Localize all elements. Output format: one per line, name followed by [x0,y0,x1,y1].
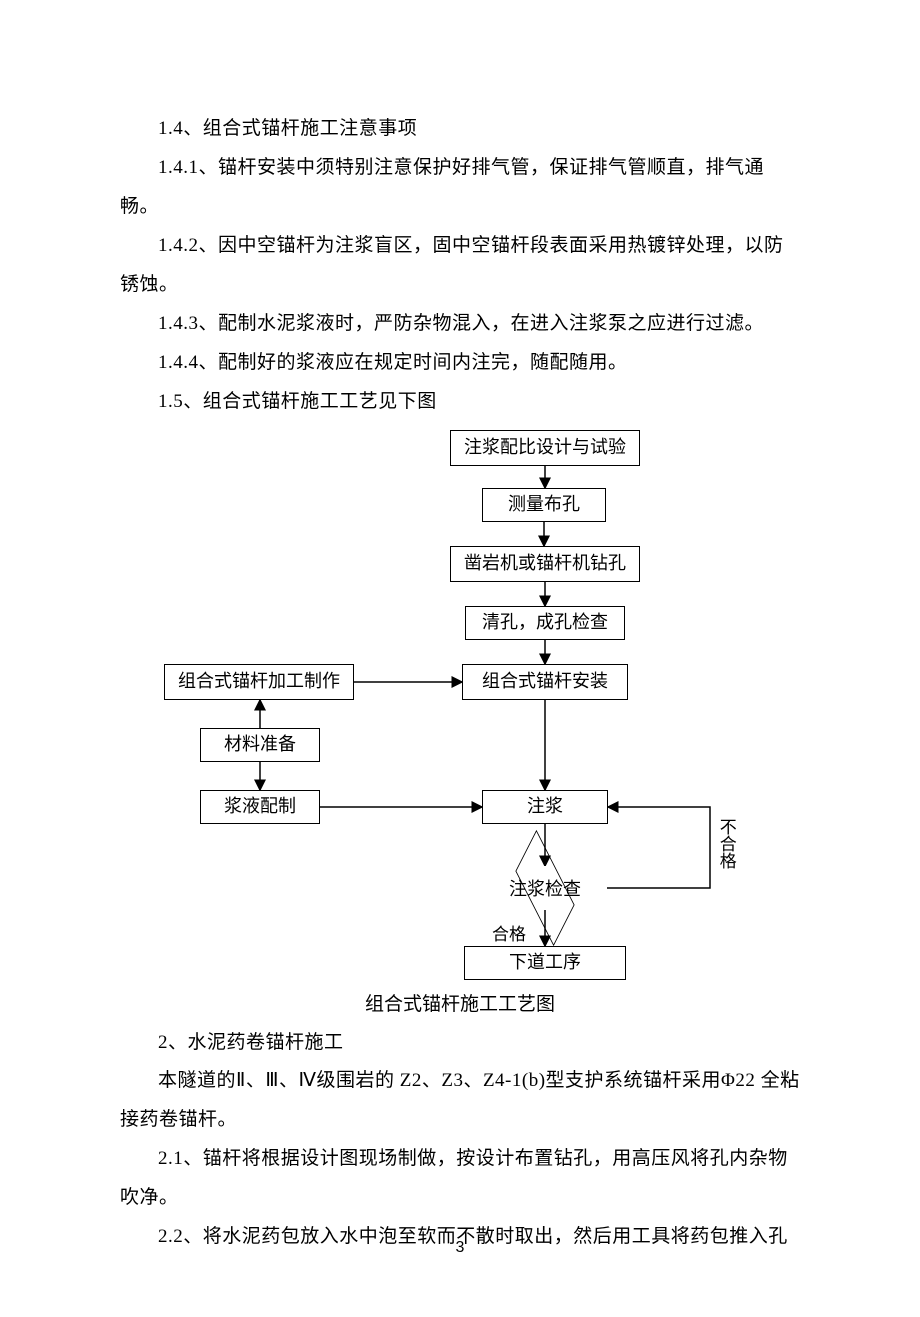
para-1-5: 1.5、组合式锚杆施工工艺见下图 [120,383,800,422]
flow-node-label-d1: 注浆检查 [505,866,585,910]
flow-node-n10: 下道工序 [464,946,626,980]
para-1-4-3: 1.4.3、配制水泥浆液时，严防杂物混入，在进入注浆泵之应进行过滤。 [120,305,800,344]
flow-node-n8: 浆液配制 [200,790,320,824]
flow-node-n6: 组合式锚杆加工制作 [164,664,354,700]
flow-node-n7: 材料准备 [200,728,320,762]
para-1-4-4: 1.4.4、配制好的浆液应在规定时间内注完，随配随用。 [120,344,800,383]
para-1-4-1: 1.4.1、锚杆安装中须特别注意保护好排气管，保证排气管顺直，排气通畅。 [120,149,800,227]
flow-node-d1: 注浆检查 [505,866,585,910]
para-2: 2、水泥药卷锚杆施工 [120,1024,800,1063]
flowchart-edges [120,430,800,985]
para-1-4-2: 1.4.2、因中空锚杆为注浆盲区，固中空锚杆段表面采用热镀锌处理，以防锈蚀。 [120,227,800,305]
flow-node-n5: 组合式锚杆安装 [462,664,628,700]
flow-node-n4: 清孔，成孔检查 [465,606,625,640]
flow-node-n2: 测量布孔 [482,488,606,522]
edge-label-fail: 不合格 [716,818,735,869]
flow-node-n9: 注浆 [482,790,608,824]
flow-node-n1: 注浆配比设计与试验 [450,430,640,466]
flowchart-caption: 组合式锚杆施工工艺图 [120,989,800,1016]
para-1-4: 1.4、组合式锚杆施工注意事项 [120,110,800,149]
flow-node-n3: 凿岩机或锚杆机钻孔 [450,546,640,582]
para-2-body: 本隧道的Ⅱ、Ⅲ、Ⅳ级围岩的 Z2、Z3、Z4-1(b)型支护系统锚杆采用Φ22 … [120,1062,800,1140]
para-2-1: 2.1、锚杆将根据设计图现场制做，按设计布置钻孔，用高压风将孔内杂物吹净。 [120,1140,800,1218]
page-number: 3 [0,1239,920,1257]
flowchart: 注浆配比设计与试验测量布孔凿岩机或锚杆机钻孔清孔，成孔检查组合式锚杆安装 组合式锚… [120,430,800,985]
edge-label-pass: 合格 [492,920,526,945]
